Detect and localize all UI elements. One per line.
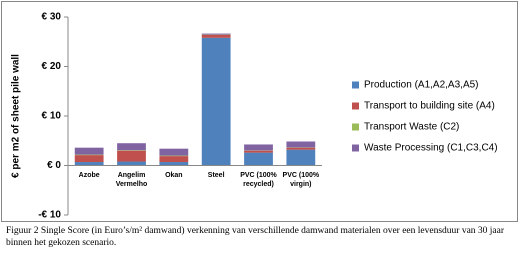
- bar-segment: [117, 150, 146, 162]
- chart-frame: [1, 1, 518, 222]
- x-tick-label: Steel: [207, 171, 225, 179]
- bar-segment: [286, 149, 316, 166]
- x-tick-label: PVC (100% virgin): [282, 171, 320, 188]
- bar-segment: [159, 156, 189, 163]
- bar-segment: [117, 143, 146, 151]
- bar-segment: [74, 162, 104, 166]
- x-tick-label: Azobe: [78, 171, 100, 179]
- y-tick-label: -€ 10: [38, 210, 61, 221]
- bar-segment: [201, 37, 231, 166]
- legend-swatch: [352, 81, 359, 89]
- bar-segment: [286, 141, 316, 148]
- bar-segment: [117, 161, 146, 166]
- x-tick-label: Okan: [165, 171, 183, 179]
- bar-segment: [286, 147, 316, 150]
- y-axis-title: € per m2 of sheet pile wall: [11, 54, 22, 178]
- bar-segment: [201, 33, 231, 35]
- bar-segment: [244, 150, 273, 153]
- bar-segment: [244, 144, 273, 151]
- bar-segment: [201, 34, 231, 38]
- legend-label: Production (A1,A2,A3,A5): [364, 80, 479, 91]
- y-tick-label: € 0: [47, 160, 61, 171]
- legend-swatch: [352, 144, 359, 152]
- x-tick-label: Angelim Vermelho: [115, 171, 148, 188]
- y-tick-label: € 30: [42, 12, 62, 23]
- x-tick-label: PVC (100% recycled): [240, 171, 277, 188]
- bar-segment: [244, 152, 273, 166]
- legend-swatch: [352, 123, 359, 131]
- legend-label: Transport Waste (C2): [364, 122, 459, 133]
- bar-segment: [159, 162, 189, 166]
- legend-label: Waste Processing (C1,C3,C4): [364, 143, 498, 154]
- bar-segment: [74, 155, 104, 163]
- caption: Figuur 2 Single Score (in Euro’s/m² damw…: [6, 226, 505, 248]
- bar-segment: [74, 147, 104, 155]
- legend-label: Transport to building site (A4): [364, 101, 495, 112]
- y-tick-label: € 10: [42, 111, 62, 122]
- legend-swatch: [352, 102, 359, 110]
- bar-segment: [159, 148, 189, 156]
- y-tick-label: € 20: [42, 61, 62, 72]
